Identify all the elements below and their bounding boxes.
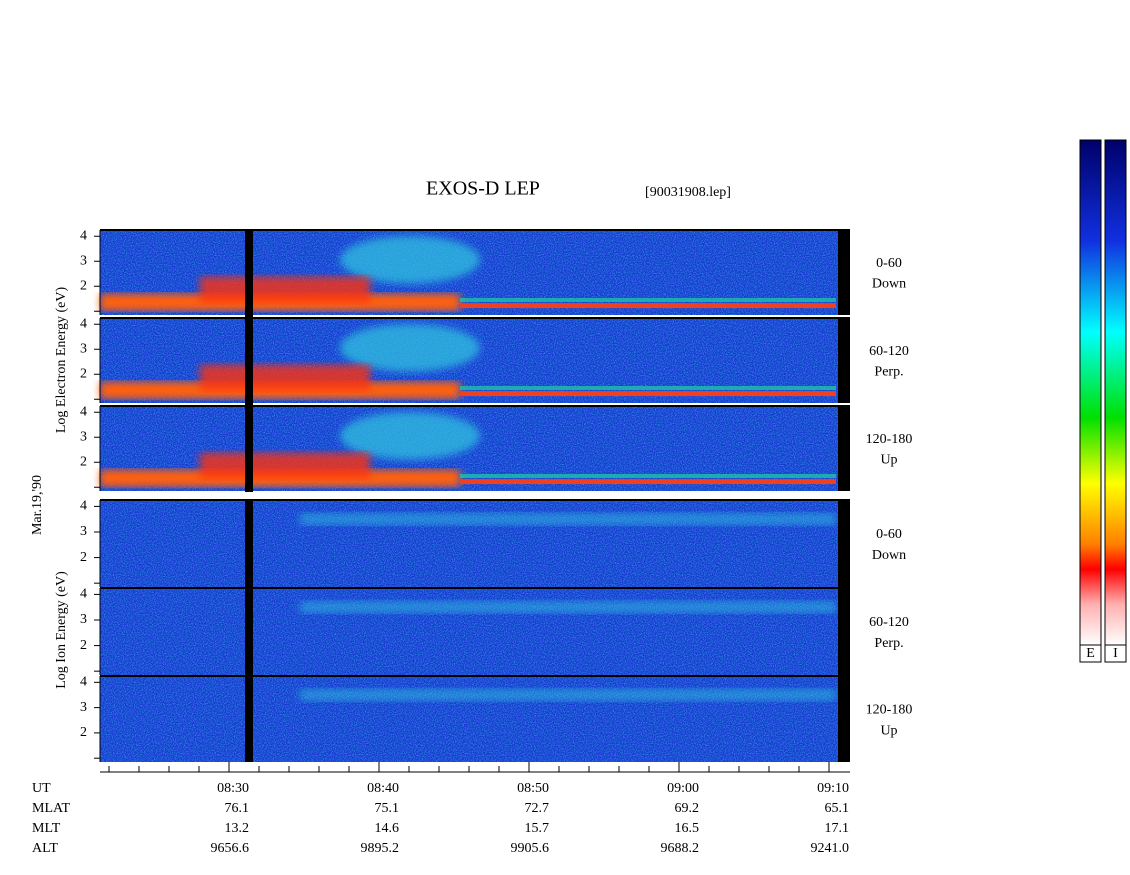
- y-tick-label: 2: [80, 725, 87, 740]
- row-value: 75.1: [375, 801, 400, 816]
- y-tick-label: 4: [80, 675, 87, 690]
- panel-direction: Up: [880, 723, 897, 738]
- row-value: 13.2: [225, 821, 250, 836]
- y-tick-label: 2: [80, 454, 87, 469]
- row-value: 08:30: [217, 781, 249, 796]
- row-value: 9688.2: [661, 841, 700, 856]
- y-tick-label: 4: [80, 316, 87, 331]
- panel-angle: 60-120: [869, 344, 909, 359]
- data-gap: [838, 406, 850, 491]
- colorbar-label: I: [1113, 646, 1118, 661]
- feature: [200, 364, 370, 391]
- panel-angle: 0-60: [876, 527, 902, 542]
- panel-angle: 0-60: [876, 256, 902, 271]
- row-value: 9895.2: [361, 841, 400, 856]
- data-gap: [838, 676, 850, 762]
- row-value: 69.2: [675, 801, 700, 816]
- row-value: 08:40: [367, 781, 399, 796]
- y-tick-label: 3: [80, 341, 87, 356]
- data-gap: [838, 318, 850, 403]
- row-value: 14.6: [375, 821, 400, 836]
- feature: [460, 386, 836, 390]
- row-label: MLT: [32, 821, 61, 836]
- y-tick-label: 2: [80, 638, 87, 653]
- row-label: MLAT: [32, 801, 71, 816]
- row-label: ALT: [32, 841, 58, 856]
- feature: [460, 303, 836, 309]
- row-value: 65.1: [825, 801, 850, 816]
- y-tick-label: 2: [80, 278, 87, 293]
- feature: [340, 235, 480, 284]
- feature: [300, 688, 836, 701]
- row-value: 08:50: [517, 781, 549, 796]
- feature: [460, 474, 836, 478]
- panel-direction: Down: [872, 277, 906, 292]
- row-value: 09:00: [667, 781, 699, 796]
- y-tick-label: 3: [80, 253, 87, 268]
- data-gap: [838, 230, 850, 315]
- file-name: [90031908.lep]: [645, 185, 731, 200]
- panel-angle: 60-120: [869, 615, 909, 630]
- y-tick-label: 2: [80, 550, 87, 565]
- colorbar-i: [1104, 139, 1127, 646]
- y-tick-label: 3: [80, 524, 87, 539]
- row-value: 9241.0: [811, 841, 850, 856]
- feature: [300, 601, 836, 614]
- feature: [200, 276, 370, 303]
- y-tick-label: 4: [80, 404, 87, 419]
- y-tick-label: 3: [80, 700, 87, 715]
- data-gap: [838, 500, 850, 587]
- chart-title: EXOS-D LEP: [426, 178, 540, 200]
- colorbar-box: [1104, 644, 1127, 663]
- row-label: UT: [32, 781, 51, 796]
- panel-direction: Perp.: [874, 365, 903, 380]
- date-label: Mar.19,'90: [30, 475, 45, 535]
- row-value: 9656.6: [211, 841, 250, 856]
- electron-axis-label: Log Electron Energy (eV): [54, 287, 69, 434]
- ion-axis-label: Log Ion Energy (eV): [54, 571, 69, 689]
- y-tick-label: 4: [80, 499, 87, 514]
- y-tick-label: 2: [80, 366, 87, 381]
- row-value: 17.1: [825, 821, 850, 836]
- feature: [200, 452, 370, 479]
- panel-direction: Down: [872, 548, 906, 563]
- panel-direction: Perp.: [874, 636, 903, 651]
- data-gap: [838, 588, 850, 675]
- y-tick-label: 4: [80, 587, 87, 602]
- row-value: 9905.6: [511, 841, 550, 856]
- colorbar: [1079, 139, 1127, 663]
- colorbar-e: [1079, 139, 1102, 646]
- panel-direction: Up: [880, 453, 897, 468]
- row-value: 09:10: [817, 781, 849, 796]
- row-value: 72.7: [525, 801, 550, 816]
- y-tick-label: 4: [80, 228, 87, 243]
- feature: [300, 513, 836, 526]
- panel-angle: 120-180: [866, 703, 913, 718]
- panel-angle: 120-180: [866, 432, 913, 447]
- feature: [460, 391, 836, 397]
- colorbar-box: [1079, 644, 1102, 663]
- feature: [460, 298, 836, 302]
- y-tick-label: 3: [80, 612, 87, 627]
- feature: [340, 411, 480, 460]
- colorbar-label: E: [1086, 646, 1095, 661]
- row-value: 15.7: [525, 821, 550, 836]
- row-value: 16.5: [675, 821, 700, 836]
- y-tick-label: 3: [80, 429, 87, 444]
- separator: [100, 492, 850, 499]
- feature: [460, 479, 836, 485]
- feature: [340, 323, 480, 372]
- row-value: 76.1: [225, 801, 250, 816]
